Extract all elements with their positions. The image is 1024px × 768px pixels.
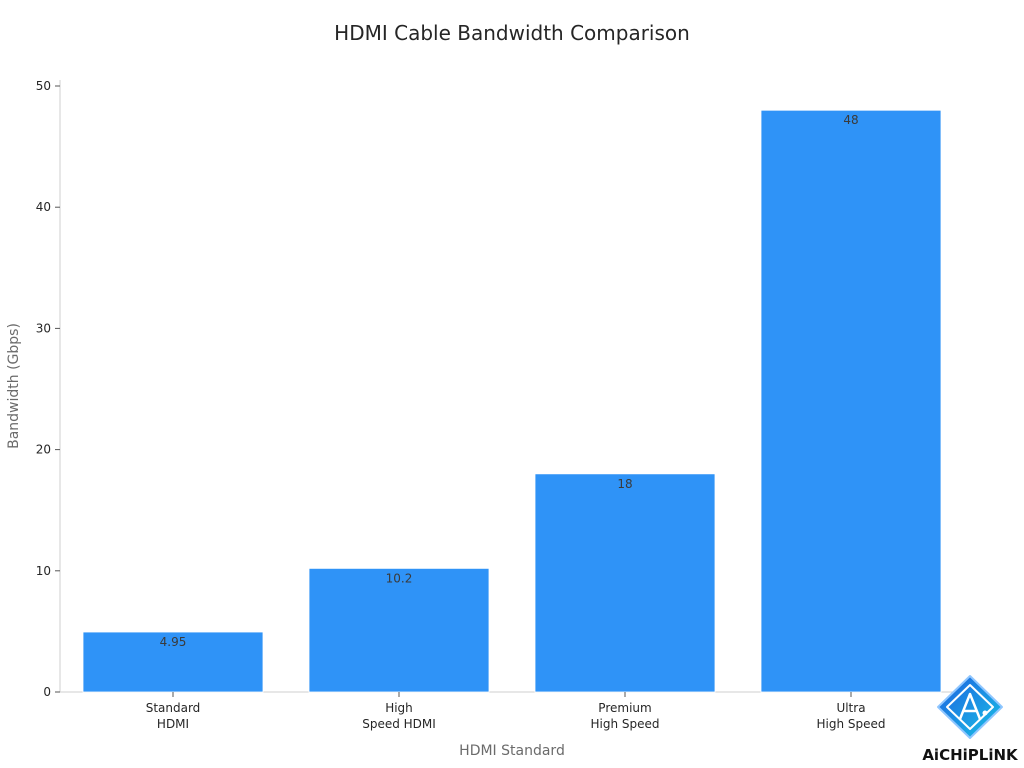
bar-value-label: 4.95 (160, 635, 187, 649)
brand-logo-diamond-outer (937, 675, 1003, 739)
x-tick-label: Ultra (836, 701, 865, 715)
data-labels: 4.95 10.2 18 48 (160, 113, 859, 649)
bar-series (82, 109, 942, 693)
brand-name: AiCHiPLiNK (922, 746, 1019, 764)
x-tick-label: Speed HDMI (362, 717, 436, 731)
x-axis-label: HDMI Standard (459, 743, 565, 759)
x-tick-label: High Speed (816, 717, 885, 731)
bar-value-label: 48 (843, 113, 858, 127)
x-axis-ticks: Standard HDMI High Speed HDMI Premium High Sp… (146, 692, 886, 731)
x-tick-label: Premium (598, 701, 651, 715)
y-tick-label: 0 (43, 685, 51, 699)
chart-title: HDMI Cable Bandwidth Comparison (334, 21, 690, 45)
bar (534, 473, 716, 693)
x-tick-label: High (385, 701, 413, 715)
bar-value-label: 10.2 (386, 571, 413, 585)
brand-logo-node-icon (982, 710, 988, 716)
brand-logo: AiCHiPLiNK (922, 675, 1019, 764)
x-tick-label: HDMI (157, 717, 189, 731)
y-tick-label: 10 (36, 564, 51, 578)
x-tick-label: Standard (146, 701, 201, 715)
y-tick-label: 20 (36, 443, 51, 457)
y-axis-ticks: 0 10 20 30 40 50 (36, 79, 60, 699)
y-tick-label: 30 (36, 321, 51, 335)
y-tick-label: 50 (36, 79, 51, 93)
bar-value-label: 18 (617, 477, 632, 491)
bar (760, 109, 942, 693)
y-axis-label: Bandwidth (Gbps) (6, 323, 22, 449)
brand-logo-a-icon (958, 692, 982, 721)
y-tick-label: 40 (36, 200, 51, 214)
bar (308, 567, 490, 693)
x-tick-label: High Speed (590, 717, 659, 731)
brand-logo-diamond-inner (946, 684, 994, 730)
bar (82, 631, 264, 693)
